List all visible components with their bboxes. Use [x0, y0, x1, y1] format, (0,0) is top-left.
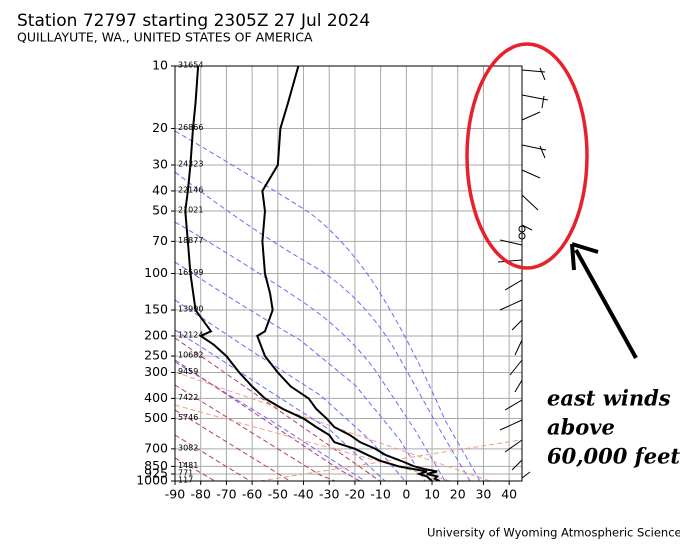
- annotation: above: [547, 415, 615, 440]
- chart-title: Station 72797 starting 2305Z 27 Jul 2024: [17, 11, 370, 31]
- x-tick-label: 30: [475, 487, 491, 502]
- y-tick-label: 400: [144, 390, 168, 405]
- height-label: 24323: [178, 160, 203, 169]
- y-tick-label: 250: [144, 348, 168, 363]
- x-tick-label: 10: [424, 487, 440, 502]
- y-tick-label: 40: [152, 182, 168, 197]
- height-label: 9459: [178, 367, 198, 376]
- x-tick-label: -10: [370, 487, 390, 502]
- highlight-ellipse: [465, 42, 589, 270]
- x-tick-label: 0: [402, 487, 410, 502]
- height-label: 26866: [178, 123, 203, 132]
- profile-line: [256, 66, 441, 481]
- y-tick-label: 850: [144, 458, 168, 473]
- annotation: 60,000 feet: [547, 444, 680, 469]
- y-tick-label: 500: [144, 410, 168, 425]
- height-label: 117: [178, 476, 193, 485]
- height-label: 5746: [178, 413, 198, 422]
- x-tick-label: -60: [242, 487, 262, 502]
- credit: University of Wyoming Atmospheric Scienc…: [427, 526, 680, 540]
- height-label: 18877: [178, 236, 203, 245]
- y-tick-label: 10: [152, 58, 168, 73]
- height-label: 31654: [178, 61, 203, 70]
- height-label: 3082: [178, 443, 198, 452]
- x-tick-label: -20: [345, 487, 365, 502]
- y-tick-label: 925: [144, 465, 168, 480]
- profile-line: [184, 66, 433, 481]
- y-tick-label: 700: [144, 440, 168, 455]
- height-label: 21021: [178, 206, 203, 215]
- height-label: 22146: [178, 185, 203, 194]
- x-tick-label: -70: [216, 487, 236, 502]
- y-tick-label: 150: [144, 302, 168, 317]
- x-tick-label: -30: [319, 487, 339, 502]
- y-tick-label: 1000: [136, 473, 168, 488]
- x-tick-label: -80: [190, 487, 210, 502]
- y-tick-label: 50: [152, 203, 168, 218]
- arrow: [570, 242, 638, 359]
- y-tick-label: 70: [152, 233, 168, 248]
- height-label: 13990: [178, 305, 203, 314]
- x-tick-label: 20: [450, 487, 466, 502]
- height-label: 771: [178, 468, 193, 477]
- wind-barbs: [497, 67, 549, 479]
- y-tick-label: 30: [152, 157, 168, 172]
- x-tick-label: -40: [293, 487, 313, 502]
- grid: [174, 65, 522, 482]
- height-label: 10682: [178, 351, 203, 360]
- x-tick-label: -90: [165, 487, 185, 502]
- y-tick-label: 100: [144, 265, 168, 280]
- height-label: 12124: [178, 330, 203, 339]
- y-tick-label: 300: [144, 364, 168, 379]
- annotation: east winds: [547, 386, 671, 411]
- x-tick-label: -50: [268, 487, 288, 502]
- x-tick-label: 40: [501, 487, 517, 502]
- y-tick-label: 200: [144, 327, 168, 342]
- height-label: 16599: [178, 268, 203, 277]
- chart-subtitle: QUILLAYUTE, WA., UNITED STATES OF AMERIC…: [17, 30, 313, 45]
- y-tick-label: 20: [152, 120, 168, 135]
- height-label: 7422: [178, 393, 198, 402]
- height-label: 1481: [178, 461, 198, 470]
